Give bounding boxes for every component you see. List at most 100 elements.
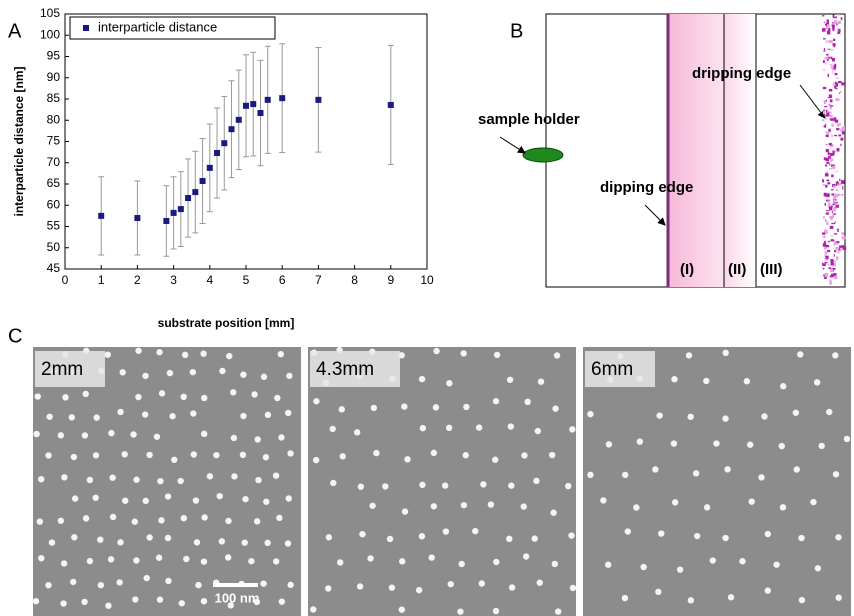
- particle: [263, 498, 270, 505]
- point: [214, 149, 221, 156]
- y-tick-label: 50: [47, 240, 61, 254]
- residue: [822, 179, 825, 183]
- residue: [827, 263, 830, 266]
- particle: [506, 376, 514, 383]
- x-tick-label: 8: [351, 273, 358, 287]
- point: [170, 209, 177, 216]
- residue: [837, 20, 841, 24]
- residue: [822, 232, 826, 235]
- particle: [264, 539, 271, 547]
- particle: [231, 473, 238, 480]
- residue: [823, 100, 826, 103]
- x-tick-label: 5: [243, 273, 250, 287]
- residue: [829, 206, 833, 211]
- particle: [71, 534, 78, 541]
- particle: [62, 394, 69, 401]
- particle: [780, 383, 787, 390]
- residue: [823, 47, 826, 51]
- particle: [832, 471, 840, 478]
- residue: [840, 137, 844, 141]
- residue: [829, 106, 832, 110]
- residue: [826, 53, 829, 56]
- point: [279, 95, 286, 102]
- panel-label: C: [8, 325, 22, 347]
- residue: [831, 66, 834, 71]
- particle: [86, 476, 94, 484]
- x-tick-label: 9: [387, 273, 394, 287]
- residue: [832, 260, 837, 263]
- particle: [272, 472, 280, 479]
- residue: [836, 171, 839, 173]
- arrow: [499, 136, 526, 154]
- residue: [828, 155, 831, 159]
- region-1: [668, 14, 724, 287]
- particle: [284, 540, 292, 547]
- particle: [773, 561, 780, 568]
- residue: [841, 194, 844, 196]
- particle: [636, 438, 644, 445]
- particle: [166, 369, 174, 377]
- particle: [278, 598, 286, 605]
- residue: [833, 273, 837, 276]
- particle: [183, 555, 190, 563]
- diagram: sample holder dipping edge dripping edge…: [478, 13, 847, 288]
- residue: [830, 261, 834, 266]
- particle: [565, 482, 572, 490]
- image-bg: [308, 347, 576, 616]
- particle: [507, 423, 515, 430]
- residue: [826, 19, 829, 24]
- residue: [828, 103, 831, 106]
- residue: [831, 210, 834, 213]
- residue: [839, 178, 841, 182]
- particle: [764, 587, 771, 594]
- particle: [86, 557, 94, 565]
- residue: [828, 142, 832, 146]
- point: [250, 101, 257, 108]
- residue: [832, 213, 836, 215]
- residue: [837, 28, 840, 32]
- residue: [837, 14, 840, 16]
- residue: [826, 26, 829, 30]
- particle: [230, 389, 237, 396]
- residue: [838, 247, 840, 251]
- particle: [569, 584, 577, 592]
- particle: [155, 554, 163, 561]
- residue: [831, 159, 834, 161]
- particle: [109, 513, 117, 521]
- particle: [133, 476, 140, 483]
- particle: [57, 517, 65, 524]
- residue: [827, 27, 831, 31]
- particle: [419, 424, 427, 432]
- residue: [838, 28, 841, 33]
- particle: [165, 577, 172, 585]
- particle: [533, 477, 540, 485]
- particle: [216, 492, 223, 500]
- particle: [419, 481, 426, 489]
- residue: [825, 99, 827, 102]
- particle: [38, 475, 45, 483]
- particle: [213, 451, 220, 459]
- residue: [828, 128, 831, 132]
- particle: [164, 534, 172, 542]
- scale-bar: [213, 583, 258, 587]
- particle: [835, 594, 842, 601]
- residue: [839, 90, 842, 93]
- residue: [826, 221, 829, 226]
- particle: [81, 432, 89, 439]
- point: [387, 101, 394, 108]
- particle: [108, 429, 115, 437]
- particle: [287, 581, 294, 589]
- residue: [830, 189, 834, 191]
- residue: [825, 244, 830, 248]
- residue: [842, 185, 844, 190]
- residue: [822, 15, 825, 17]
- residue: [824, 261, 828, 264]
- residue: [828, 267, 832, 269]
- residue: [829, 152, 833, 157]
- particle: [722, 349, 729, 357]
- particle: [430, 503, 438, 510]
- particle: [463, 403, 470, 411]
- residue: [829, 111, 832, 114]
- particle: [200, 558, 208, 565]
- residue: [833, 38, 836, 42]
